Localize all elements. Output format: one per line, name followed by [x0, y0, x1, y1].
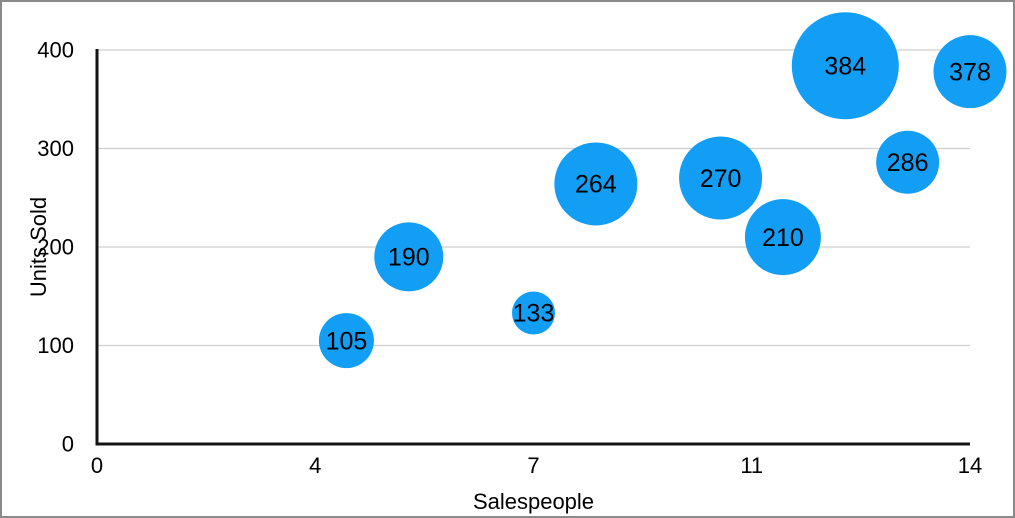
y-tick-label-200: 200 [37, 235, 74, 260]
bubble-label-190: 190 [388, 244, 430, 272]
bubble-190[interactable] [374, 222, 444, 292]
bubble-label-133: 133 [513, 300, 555, 328]
bubble-133[interactable] [512, 291, 555, 335]
bubble-210[interactable] [744, 199, 821, 276]
bubble-264[interactable] [554, 142, 638, 226]
x-tick-label-0: 0 [91, 453, 103, 478]
y-tick-label-0: 0 [62, 432, 74, 457]
x-tick-label-14: 14 [958, 453, 982, 478]
x-tick-label-4: 4 [309, 453, 321, 478]
bubble-label-210: 210 [762, 224, 804, 252]
bubble-384[interactable] [791, 12, 899, 120]
bubble-label-384: 384 [824, 53, 866, 81]
bubble-label-270: 270 [700, 165, 742, 193]
x-tick-label-7: 7 [527, 453, 539, 478]
x-tick-label-11: 11 [740, 453, 763, 478]
bubble-label-264: 264 [575, 171, 617, 199]
bubble-378[interactable] [933, 35, 1007, 109]
x-axis-title: Salespeople [473, 489, 594, 514]
bubble-286[interactable] [876, 130, 940, 194]
bubble-label-286: 286 [887, 149, 929, 177]
bubble-label-105: 105 [326, 327, 368, 355]
y-tick-label-100: 100 [37, 333, 74, 358]
bubble-105[interactable] [318, 313, 374, 369]
y-tick-label-300: 300 [37, 136, 74, 161]
y-tick-label-400: 400 [37, 38, 74, 63]
y-axis-title: Units Sold [26, 197, 51, 297]
bubble-270[interactable] [679, 136, 763, 220]
bubble-label-378: 378 [949, 58, 991, 86]
